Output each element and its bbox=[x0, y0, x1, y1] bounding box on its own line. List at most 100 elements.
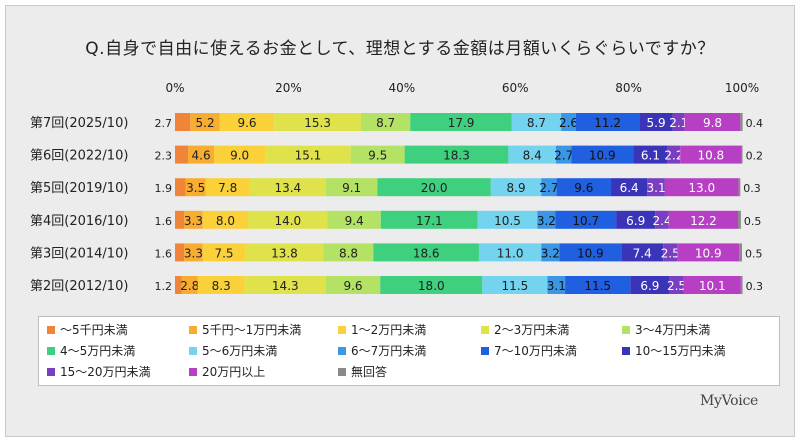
data-label: 8.7 bbox=[527, 116, 546, 130]
data-label: 0.5 bbox=[745, 247, 763, 260]
bar-segment bbox=[655, 210, 669, 229]
data-label: 18.3 bbox=[443, 149, 470, 163]
legend-label: 2～3万円未満 bbox=[494, 323, 570, 337]
data-label: 2.1 bbox=[669, 116, 688, 130]
bar-segment bbox=[184, 210, 203, 229]
bar-segment bbox=[323, 243, 374, 262]
data-label: 2.8 bbox=[180, 279, 199, 293]
bar-segment bbox=[541, 243, 560, 262]
x-tick-label: 100% bbox=[725, 81, 759, 95]
legend-swatch bbox=[622, 325, 630, 334]
bar-segment bbox=[185, 178, 206, 197]
bar-segment bbox=[214, 145, 266, 164]
data-label: 3.2 bbox=[537, 214, 556, 228]
legend-label: 4～5万円未満 bbox=[60, 344, 136, 358]
data-label: 8.4 bbox=[523, 149, 542, 163]
x-tick-label: 60% bbox=[502, 81, 529, 95]
bar-segment bbox=[325, 178, 378, 197]
data-label: 2.5 bbox=[667, 279, 686, 293]
bar-segment bbox=[611, 178, 648, 197]
data-label: 11.5 bbox=[502, 279, 529, 293]
data-label: 8.7 bbox=[376, 116, 395, 130]
bar-segment bbox=[664, 178, 739, 197]
data-label: 7.5 bbox=[214, 246, 233, 260]
legend-item: 10～15万円未満 bbox=[622, 342, 726, 359]
data-label: 1.9 bbox=[155, 182, 173, 195]
bar-segment bbox=[647, 178, 665, 197]
bar-segment bbox=[350, 145, 405, 164]
bar-segment bbox=[740, 276, 743, 294]
bar-segment bbox=[219, 113, 275, 131]
data-label: 10.9 bbox=[695, 246, 722, 260]
data-label: 3.3 bbox=[184, 246, 203, 260]
data-label: 2.2 bbox=[664, 149, 683, 163]
data-label: 15.3 bbox=[304, 116, 331, 130]
data-label: 0.4 bbox=[746, 117, 764, 130]
bar-segment bbox=[738, 178, 741, 197]
legend-swatch bbox=[338, 346, 346, 355]
legend-swatch bbox=[189, 325, 197, 334]
data-label: 9.6 bbox=[237, 116, 256, 130]
data-label: 12.2 bbox=[690, 214, 717, 228]
data-label: 3.1 bbox=[547, 279, 566, 293]
bar-segment bbox=[380, 210, 478, 229]
data-label: 11.0 bbox=[497, 246, 524, 260]
data-label: 5.9 bbox=[647, 116, 666, 130]
category-label: 第2回(2012/10) bbox=[30, 279, 128, 294]
legend-item: 6～7万円未満 bbox=[338, 342, 426, 359]
legend-label: 6～7万円未満 bbox=[351, 344, 427, 358]
bar-segment bbox=[197, 276, 245, 294]
data-label: 10.5 bbox=[494, 214, 521, 228]
bar-segment bbox=[175, 276, 182, 294]
bar-segment bbox=[668, 210, 739, 229]
data-label: 10.1 bbox=[699, 279, 726, 293]
bar-segment bbox=[181, 276, 198, 294]
legend-swatch bbox=[47, 346, 55, 355]
bar-segment bbox=[639, 113, 673, 131]
bar-segment bbox=[537, 210, 556, 229]
legend-swatch bbox=[481, 325, 489, 334]
bar-segment bbox=[245, 243, 324, 262]
bar-segment bbox=[677, 243, 740, 262]
legend-item: 5千円～1万円未満 bbox=[189, 321, 301, 338]
category-label: 第6回(2022/10) bbox=[30, 149, 128, 164]
data-label: 7.8 bbox=[218, 181, 237, 195]
bar-segment bbox=[274, 113, 361, 131]
data-label: 9.5 bbox=[368, 149, 387, 163]
legend-label: 15～20万円未満 bbox=[60, 365, 151, 379]
bar-segment bbox=[621, 243, 664, 262]
data-label: 11.2 bbox=[594, 116, 621, 130]
legend-swatch bbox=[481, 346, 489, 355]
bar-segment bbox=[244, 276, 326, 294]
data-label: 14.0 bbox=[274, 214, 301, 228]
legend-item: 3～4万円未満 bbox=[622, 321, 710, 338]
data-label: 17.1 bbox=[416, 214, 443, 228]
legend-label: 1～2万円未満 bbox=[351, 323, 427, 337]
bar-segment bbox=[741, 145, 743, 164]
legend-swatch bbox=[189, 367, 197, 376]
bar-segment bbox=[672, 113, 685, 131]
data-label: 10.8 bbox=[697, 149, 724, 163]
data-label: 6.4 bbox=[620, 181, 639, 195]
brand-logo: MyVoice bbox=[699, 393, 758, 409]
data-label: 9.0 bbox=[230, 149, 249, 163]
bar-segment bbox=[175, 145, 189, 164]
data-label: 3.1 bbox=[647, 181, 666, 195]
data-label: 1.6 bbox=[155, 247, 173, 260]
data-label: 2.6 bbox=[559, 116, 578, 130]
bar-segment bbox=[380, 276, 483, 294]
x-tick-label: 0% bbox=[165, 81, 184, 95]
category-label: 第5回(2019/10) bbox=[30, 181, 128, 196]
bar-segment bbox=[360, 113, 411, 131]
legend-label: 3～4万円未満 bbox=[635, 323, 711, 337]
legend-label: ～5千円未満 bbox=[60, 323, 128, 337]
bar-segment bbox=[202, 210, 249, 229]
bar-segment bbox=[477, 210, 538, 229]
bar-segment bbox=[410, 113, 512, 131]
bar-segment bbox=[556, 178, 612, 197]
bar-segment bbox=[175, 113, 191, 131]
legend-item: 5～6万円未満 bbox=[189, 342, 277, 359]
bar-segment bbox=[541, 178, 557, 197]
category-label: 第7回(2025/10) bbox=[30, 116, 128, 131]
legend-item: 7～10万円未満 bbox=[481, 342, 577, 359]
